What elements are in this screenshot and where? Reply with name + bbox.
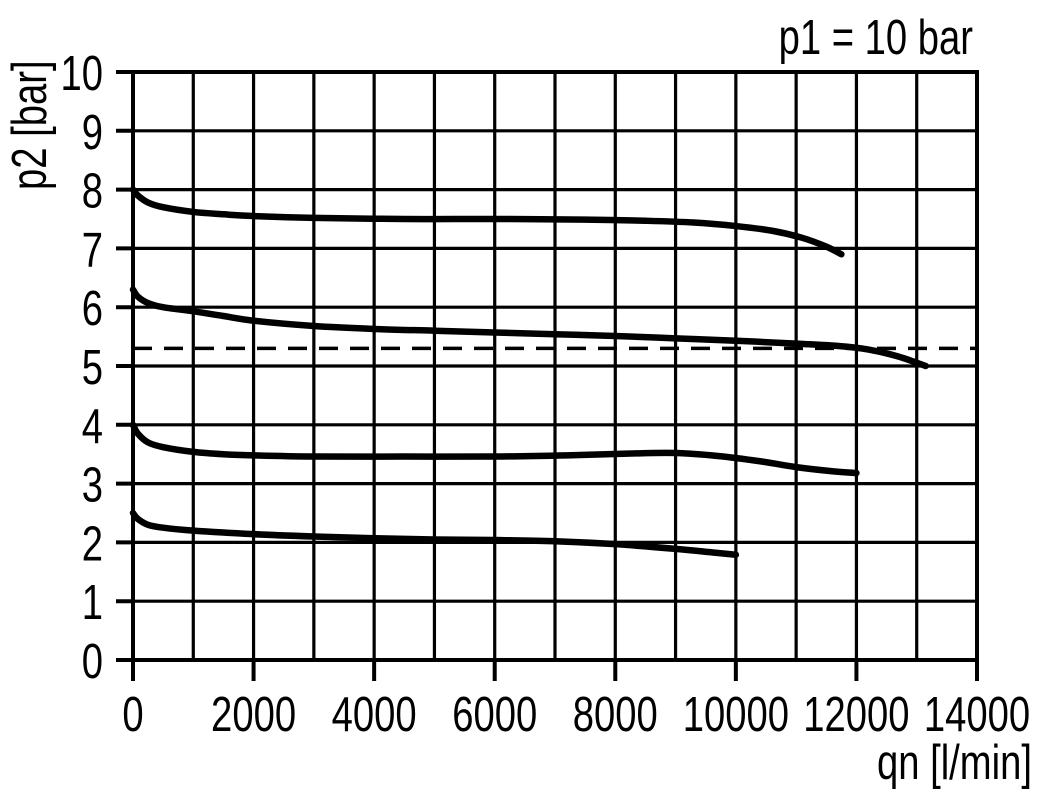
x-tick-label: 14000 bbox=[924, 688, 1030, 743]
flow-curve-curve-3 bbox=[129, 421, 860, 477]
x-axis-label: qn [l/min] bbox=[877, 736, 1032, 791]
y-tick-label: 3 bbox=[82, 458, 103, 513]
tick-layer: 0 2000 4000 6000 8000 10000 12000 1400001234567… bbox=[60, 47, 1030, 743]
x-tick-label: 8000 bbox=[573, 688, 658, 743]
flow-curve-curve-4 bbox=[129, 509, 740, 558]
y-axis-label: p2 [bar] bbox=[3, 60, 58, 190]
y-tick-label: 1 bbox=[82, 576, 103, 631]
flow-curve-curve-1 bbox=[129, 186, 845, 258]
y-tick-label: 6 bbox=[82, 282, 103, 337]
flow-curve-curve-2 bbox=[129, 286, 930, 370]
x-tick-label: 0 bbox=[122, 688, 143, 743]
y-tick-label: 9 bbox=[82, 105, 103, 160]
y-tick-label: 0 bbox=[82, 635, 103, 690]
chart-title: p1 = 10 bar bbox=[779, 11, 973, 66]
grid-layer bbox=[131, 70, 979, 662]
x-tick-label: 12000 bbox=[803, 688, 909, 743]
y-tick-label: 5 bbox=[82, 341, 103, 396]
y-tick-label: 4 bbox=[82, 399, 103, 454]
y-tick-label: 8 bbox=[82, 164, 103, 219]
y-tick-label: 7 bbox=[82, 223, 103, 278]
y-tick-label: 2 bbox=[82, 517, 103, 572]
x-tick-label: 4000 bbox=[332, 688, 417, 743]
x-tick-label: 10000 bbox=[683, 688, 789, 743]
x-tick-label: 2000 bbox=[211, 688, 296, 743]
curve-layer bbox=[129, 186, 977, 558]
y-tick-label: 10 bbox=[60, 47, 103, 102]
x-tick-label: 6000 bbox=[452, 688, 537, 743]
